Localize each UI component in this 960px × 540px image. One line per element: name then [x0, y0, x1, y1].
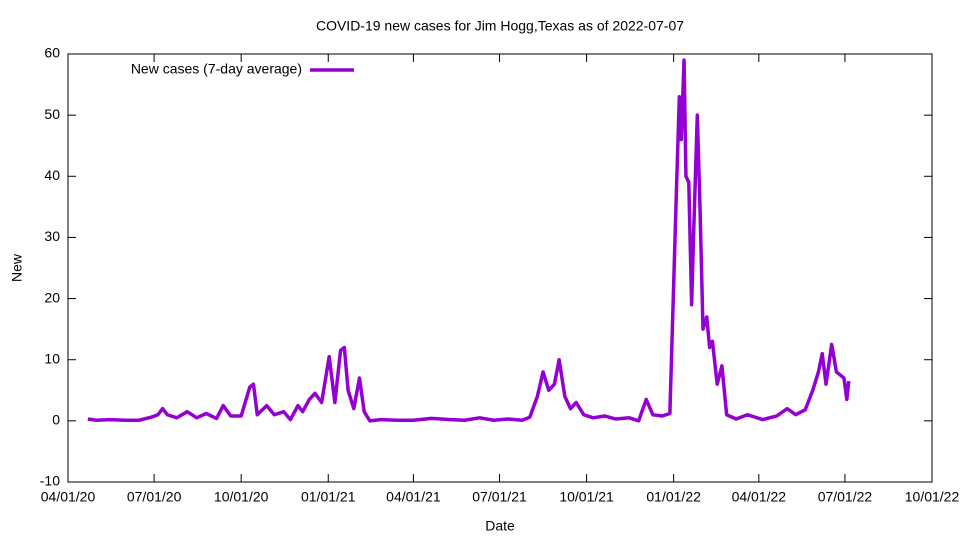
- y-tick-label: 20: [44, 289, 60, 305]
- y-tick-label: 40: [44, 167, 60, 183]
- x-tick-label: 07/01/20: [127, 489, 182, 505]
- x-tick-label: 10/01/21: [559, 489, 614, 505]
- legend-label: New cases (7-day average): [131, 61, 302, 77]
- data-line: [87, 58, 851, 423]
- x-tick-label: 07/01/22: [818, 489, 873, 505]
- y-tick-label: 50: [44, 106, 60, 122]
- x-tick-label: 01/01/21: [301, 489, 356, 505]
- y-tick-label: 0: [52, 412, 60, 428]
- x-axis-label: Date: [485, 518, 515, 534]
- x-tick-label: 01/01/22: [646, 489, 701, 505]
- x-tick-label: 10/01/22: [905, 489, 960, 505]
- y-tick-label: 60: [44, 45, 60, 61]
- y-tick-label: -10: [40, 473, 60, 489]
- x-tick-label: 04/01/22: [732, 489, 787, 505]
- y-tick-label: 10: [44, 350, 60, 366]
- y-tick-label: 30: [44, 228, 60, 244]
- chart-title: COVID-19 new cases for Jim Hogg,Texas as…: [316, 18, 684, 34]
- x-tick-label: 04/01/21: [386, 489, 441, 505]
- y-axis-label: New: [9, 253, 25, 282]
- x-tick-label: 07/01/21: [472, 489, 527, 505]
- x-tick-label: 10/01/20: [214, 489, 269, 505]
- x-tick-label: 04/01/20: [41, 489, 96, 505]
